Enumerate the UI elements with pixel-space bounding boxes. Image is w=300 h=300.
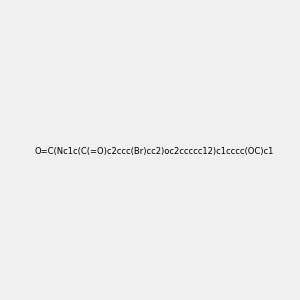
Text: O=C(Nc1c(C(=O)c2ccc(Br)cc2)oc2ccccc12)c1cccc(OC)c1: O=C(Nc1c(C(=O)c2ccc(Br)cc2)oc2ccccc12)c1… [34, 147, 273, 156]
